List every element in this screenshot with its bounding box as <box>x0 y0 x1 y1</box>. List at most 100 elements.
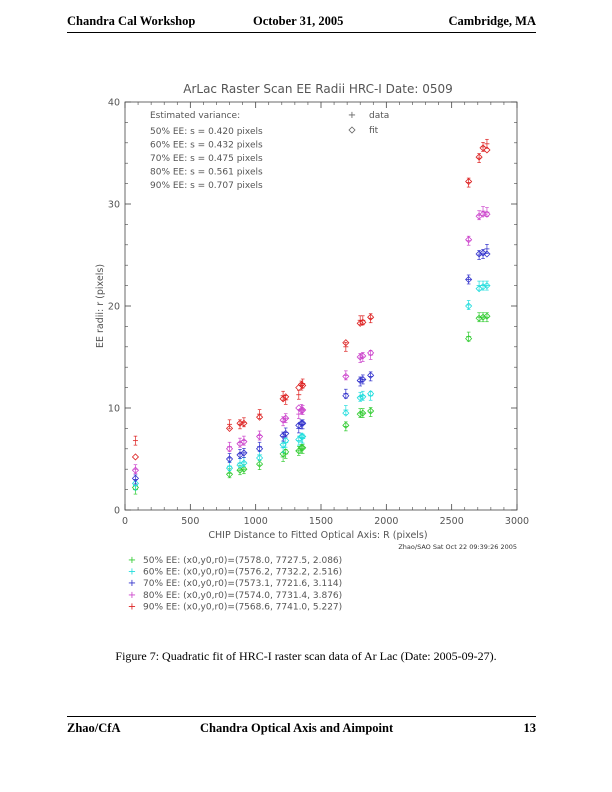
y-tick-label: 40 <box>108 98 120 109</box>
fit-point <box>359 409 367 417</box>
fit-point <box>483 146 491 154</box>
series <box>131 280 491 491</box>
fit-point <box>299 444 307 452</box>
footer-title: Chandra Optical Axis and Aimpoint <box>200 721 394 735</box>
fit-point <box>279 431 287 440</box>
fit-line-text: 50% EE: (x0,y0,r0)=(7578.0, 7727.5, 2.08… <box>143 556 342 566</box>
fit-point <box>282 393 290 401</box>
page-header: Chandra Cal Workshop October 31, 2005 Ca… <box>67 14 536 32</box>
fit-point <box>483 282 491 290</box>
fit-point <box>475 250 483 258</box>
legend-fit-label: fit <box>369 126 379 136</box>
fit-point <box>483 250 491 258</box>
fit-point <box>299 432 307 441</box>
fit-point <box>359 393 367 401</box>
fit-point <box>465 236 473 244</box>
fit-point <box>483 210 491 218</box>
header-right: Cambridge, MA <box>448 14 537 28</box>
ee-radii-chart: ArLac Raster Scan EE Radii HRC-I Date: 0… <box>95 82 529 612</box>
axes: 0 500 1000 1500 2000 2500 3000 0 10 20 30 40 <box>108 98 529 528</box>
fit-point <box>240 419 248 427</box>
fit-point <box>131 453 140 461</box>
fit-point <box>297 419 305 427</box>
fit-point <box>342 392 350 400</box>
x-tick-label: 500 <box>181 516 199 527</box>
fit-point <box>256 454 264 462</box>
fit-point <box>359 352 367 360</box>
fit-point <box>297 432 305 441</box>
fit-point <box>240 438 248 446</box>
header-date: October 31, 2005 <box>253 14 344 28</box>
variance-line: 70% EE: s = 0.475 pixels <box>150 154 263 164</box>
fit-point <box>282 437 290 445</box>
fit-point <box>279 450 287 458</box>
fit-point <box>359 375 367 384</box>
fit-point <box>282 414 290 422</box>
x-tick-label: 1000 <box>244 516 268 527</box>
series <box>131 206 491 475</box>
fit-point <box>225 424 234 432</box>
fit-line-symbol: + <box>128 590 136 601</box>
fit-point <box>279 416 287 424</box>
fit-point <box>282 448 290 456</box>
x-tick-label: 2000 <box>374 516 398 527</box>
fit-point <box>279 395 287 403</box>
fit-point <box>483 312 491 320</box>
fit-parameter-list: +50% EE: (x0,y0,r0)=(7578.0, 7727.5, 2.0… <box>128 555 342 612</box>
fit-line-symbol: + <box>128 567 136 578</box>
fit-point <box>256 413 264 421</box>
fit-point <box>342 409 350 417</box>
series <box>131 312 491 495</box>
page-footer: Zhao/CfA Chandra Optical Axis and Aimpoi… <box>67 721 536 739</box>
variance-line: 90% EE: s = 0.707 pixels <box>150 181 263 191</box>
variance-block: 50% EE: s = 0.420 pixels 60% EE: s = 0.43… <box>150 127 263 191</box>
fit-point <box>356 353 364 361</box>
x-tick-label: 1500 <box>309 516 333 527</box>
fit-point <box>479 144 487 152</box>
fit-point <box>479 249 487 257</box>
variance-line: 80% EE: s = 0.561 pixels <box>150 168 263 178</box>
fit-point <box>465 302 473 310</box>
chart-title: ArLac Raster Scan EE Radii HRC-I Date: 0… <box>183 82 453 96</box>
fit-point <box>282 429 290 438</box>
fit-point <box>256 432 264 441</box>
x-axis-label: CHIP Distance to Fitted Optical Axis: R … <box>208 530 427 541</box>
fit-point <box>367 371 375 379</box>
variance-title: Estimated variance: <box>150 111 240 121</box>
fit-line-symbol: + <box>128 601 136 612</box>
fit-point <box>367 390 375 398</box>
y-tick-label: 30 <box>108 200 120 211</box>
variance-line: 60% EE: s = 0.432 pixels <box>150 141 263 151</box>
fit-point <box>299 419 307 427</box>
fit-point <box>356 319 364 327</box>
fit-point <box>225 464 234 472</box>
x-tick-label: 2500 <box>440 516 464 527</box>
series <box>131 244 491 485</box>
legend-data-label: data <box>369 111 389 121</box>
plot-credit: Zhao/SAO Sat Oct 22 09:39:26 2005 <box>398 543 517 551</box>
data-marks <box>131 138 491 495</box>
legend-data-symbol: + <box>348 110 356 121</box>
legend-fit-symbol <box>348 126 356 134</box>
fit-point <box>256 445 264 453</box>
figure-caption: Figure 7: Quadratic fit of HRC-I raster … <box>115 649 497 663</box>
fit-point <box>342 421 350 429</box>
fit-line-symbol: + <box>128 555 136 566</box>
legend: + data fit <box>348 110 389 136</box>
fit-point <box>131 474 140 482</box>
fit-point <box>225 455 234 463</box>
fit-line-text: 90% EE: (x0,y0,r0)=(7568.6, 7741.0, 5.22… <box>143 602 342 612</box>
fit-line-text: 70% EE: (x0,y0,r0)=(7573.1, 7721.6, 3.11… <box>143 579 342 589</box>
fit-point <box>299 406 307 414</box>
fit-point <box>367 407 375 415</box>
y-tick-label: 20 <box>108 302 120 313</box>
header-left: Chandra Cal Workshop <box>67 14 196 28</box>
fit-point <box>297 444 305 452</box>
fit-point <box>367 349 375 357</box>
x-tick-label: 0 <box>122 516 128 527</box>
page-number: 13 <box>523 721 537 735</box>
y-axis-label: EE radii: r (pixels) <box>95 264 106 348</box>
fit-point <box>279 441 287 449</box>
y-tick-label: 0 <box>114 506 120 517</box>
fit-point <box>297 406 305 414</box>
